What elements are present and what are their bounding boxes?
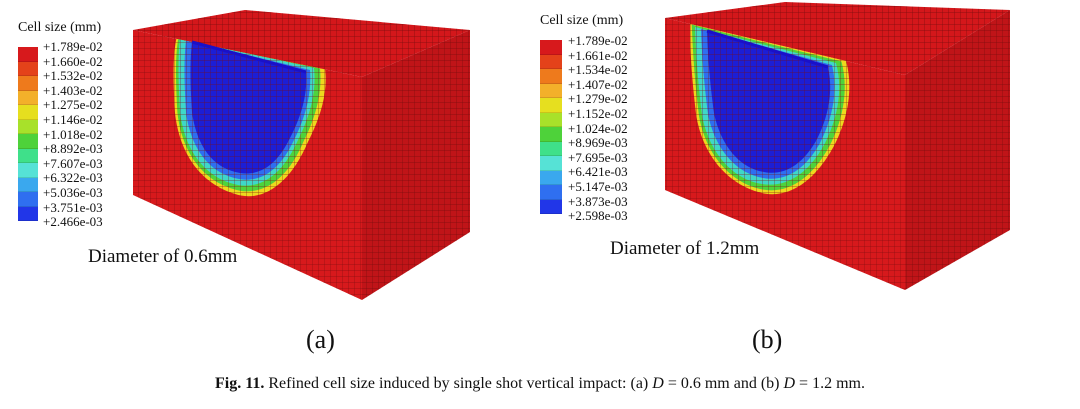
legend-value: +1.660e-02	[43, 53, 103, 69]
legend-value: +5.036e-03	[43, 184, 103, 200]
legend-swatch	[18, 90, 38, 105]
figure-caption: Fig. 11. Refined cell size induced by si…	[0, 375, 1080, 393]
legend-swatch	[18, 177, 38, 192]
legend-swatch	[540, 54, 562, 69]
legend-swatch	[540, 40, 562, 55]
panel-letter: (a)	[306, 325, 335, 354]
legend-value: +7.695e-03	[568, 149, 628, 165]
legend-swatch	[540, 170, 562, 185]
figure-label: Fig. 11.	[215, 375, 265, 392]
legend-swatch	[540, 83, 562, 98]
legend-swatch	[18, 163, 38, 178]
legend-value: +1.146e-02	[43, 111, 103, 127]
legend-swatch	[18, 192, 38, 207]
caption-variable: D	[783, 375, 796, 392]
legend-value: +1.152e-02	[568, 105, 628, 121]
legend-value: +1.279e-02	[568, 91, 628, 107]
caption-text: = 0.6 mm and (b)	[663, 375, 784, 392]
legend-value: +1.024e-02	[568, 120, 628, 136]
legend-value: +3.751e-03	[43, 199, 103, 215]
legend-value: +1.403e-02	[43, 82, 103, 98]
legend-title: Cell size (mm)	[540, 13, 624, 28]
legend-swatch	[540, 112, 562, 127]
legend-value: +8.892e-03	[43, 141, 103, 157]
legend-value: +6.421e-03	[568, 164, 628, 180]
caption-text: Refined cell size induced by single shot…	[268, 375, 653, 392]
legend-value: +7.607e-03	[43, 155, 103, 171]
legend-swatch	[18, 148, 38, 163]
panel-b: Cell size (mm) +1.789e-02 +1.661e-02 +1.…	[540, 0, 1080, 360]
legend-swatch	[18, 47, 38, 62]
legend-value: +1.532e-02	[43, 68, 103, 84]
legend-value: +2.598e-03	[568, 208, 628, 224]
mesh-block-a	[133, 10, 470, 300]
legend-value: +1.407e-02	[568, 76, 628, 92]
diameter-label: Diameter of 0.6mm	[88, 246, 238, 267]
legend-labels: +1.789e-02 +1.660e-02 +1.532e-02 +1.403e…	[43, 39, 103, 230]
legend-value: +1.534e-02	[568, 62, 628, 78]
caption-variable: D	[652, 375, 664, 392]
legend-value: +3.873e-03	[568, 193, 628, 209]
legend-title: Cell size (mm)	[18, 20, 102, 35]
caption-text: = 1.2 mm.	[795, 375, 865, 392]
legend-value: +1.789e-02	[43, 39, 103, 54]
panel-a: Cell size (mm) +1.789e-02 +1.660e-02 +1.…	[0, 0, 540, 360]
legend-swatch	[540, 98, 562, 113]
legend-value: +5.147e-03	[568, 178, 628, 194]
diameter-label: Diameter of 1.2mm	[610, 238, 760, 259]
legend-swatch	[18, 134, 38, 149]
legend-labels: +1.789e-02 +1.661e-02 +1.534e-02 +1.407e…	[568, 33, 628, 224]
legend-swatch	[540, 156, 562, 171]
legend-swatch	[18, 61, 38, 76]
mesh-block-b	[665, 2, 1010, 290]
legend-color-bar	[18, 47, 38, 221]
legend-swatch	[18, 206, 38, 221]
legend-value: +1.018e-02	[43, 126, 103, 142]
legend-swatch	[540, 127, 562, 142]
legend-swatch	[540, 185, 562, 200]
legend-value: +1.661e-02	[568, 47, 628, 63]
legend-value: +6.322e-03	[43, 170, 103, 186]
panel-letter: (b)	[752, 325, 783, 354]
legend-value: +8.969e-03	[568, 135, 628, 151]
legend-swatch	[540, 199, 562, 214]
legend-swatch	[18, 76, 38, 91]
legend-value: +2.466e-03	[43, 214, 103, 230]
legend-value: +1.789e-02	[568, 33, 628, 48]
legend-value: +1.275e-02	[43, 97, 103, 113]
legend-swatch	[18, 105, 38, 120]
legend-swatch	[540, 141, 562, 156]
legend-swatch	[18, 119, 38, 134]
legend-color-bar	[540, 40, 562, 214]
legend-swatch	[540, 69, 562, 84]
